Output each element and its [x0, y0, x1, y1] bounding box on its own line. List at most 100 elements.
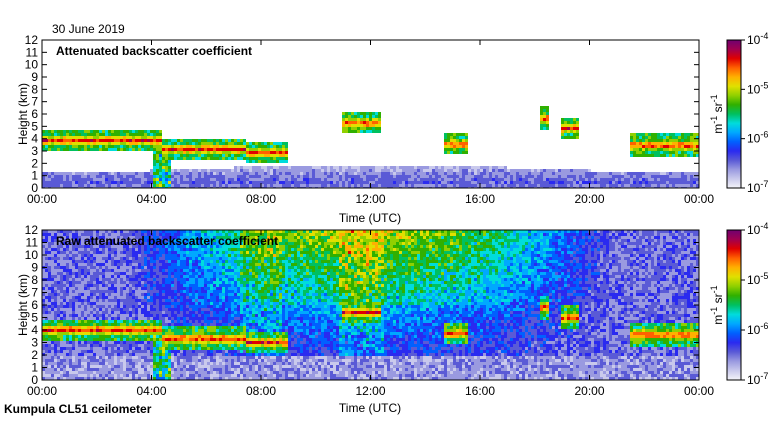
heatmap-cell	[132, 290, 135, 293]
heatmap-cell	[87, 335, 90, 338]
heatmap-cell	[90, 287, 93, 290]
heatmap-cell	[54, 184, 57, 187]
heatmap-cell	[177, 142, 180, 145]
heatmap-cell	[381, 166, 384, 169]
heatmap-cell	[198, 142, 201, 145]
heatmap-cell	[171, 293, 174, 296]
heatmap-cell	[156, 272, 159, 275]
heatmap-cell	[429, 175, 432, 178]
heatmap-cell	[126, 347, 129, 350]
heatmap-cell	[660, 133, 663, 136]
heatmap-cell	[135, 269, 138, 272]
heatmap-cell	[63, 374, 66, 377]
heatmap-cell	[687, 142, 690, 145]
heatmap-cell	[129, 139, 132, 142]
heatmap-cell	[171, 371, 174, 374]
heatmap-cell	[144, 296, 147, 299]
heatmap-cell	[75, 329, 78, 332]
heatmap-cell	[54, 344, 57, 347]
heatmap-cell	[99, 266, 102, 269]
heatmap-cell	[546, 121, 549, 124]
heatmap-cell	[267, 184, 270, 187]
heatmap-cell	[237, 178, 240, 181]
heatmap-cell	[69, 365, 72, 368]
heatmap-cell	[60, 299, 63, 302]
heatmap-cell	[450, 142, 453, 145]
heatmap-cell	[168, 263, 171, 266]
heatmap-cell	[201, 148, 204, 151]
heatmap-cell	[87, 248, 90, 251]
heatmap-cell	[123, 181, 126, 184]
heatmap-cell	[57, 356, 60, 359]
heatmap-cell	[135, 302, 138, 305]
heatmap-cell	[87, 314, 90, 317]
heatmap-cell	[585, 178, 588, 181]
heatmap-cell	[168, 148, 171, 151]
heatmap-cell	[156, 166, 159, 169]
heatmap-cell	[564, 127, 567, 130]
heatmap-cell	[156, 320, 159, 323]
heatmap-cell	[258, 166, 261, 169]
heatmap-cell	[51, 130, 54, 133]
heatmap-cell	[153, 323, 156, 326]
heatmap-cell	[48, 353, 51, 356]
heatmap-cell	[135, 281, 138, 284]
heatmap-cell	[96, 293, 99, 296]
heatmap-cell	[483, 175, 486, 178]
heatmap-cell	[66, 257, 69, 260]
heatmap-cell	[120, 290, 123, 293]
heatmap-cell	[204, 175, 207, 178]
heatmap-cell	[177, 275, 180, 278]
heatmap-cell	[330, 178, 333, 181]
heatmap-cell	[642, 145, 645, 148]
heatmap-cell	[375, 178, 378, 181]
heatmap-cell	[57, 335, 60, 338]
heatmap-cell	[150, 251, 153, 254]
heatmap-cell	[540, 172, 543, 175]
heatmap-cell	[132, 130, 135, 133]
heatmap-cell	[261, 160, 264, 163]
heatmap-cell	[93, 130, 96, 133]
heatmap-cell	[141, 359, 144, 362]
heatmap-cell	[135, 139, 138, 142]
heatmap-cell	[150, 272, 153, 275]
heatmap-cell	[81, 374, 84, 377]
heatmap-cell	[564, 175, 567, 178]
heatmap-cell	[243, 175, 246, 178]
heatmap-cell	[507, 178, 510, 181]
heatmap-cell	[663, 181, 666, 184]
heatmap-cell	[357, 115, 360, 118]
heatmap-cell	[90, 178, 93, 181]
heatmap-cell	[666, 175, 669, 178]
heatmap-cell	[120, 350, 123, 353]
heatmap-cell	[45, 172, 48, 175]
heatmap-cell	[234, 142, 237, 145]
heatmap-cell	[84, 362, 87, 365]
heatmap-cell	[108, 136, 111, 139]
heatmap-cell	[60, 184, 63, 187]
heatmap-cell	[90, 326, 93, 329]
heatmap-cell	[387, 181, 390, 184]
heatmap-cell	[72, 136, 75, 139]
heatmap-cell	[681, 133, 684, 136]
heatmap-cell	[84, 260, 87, 263]
heatmap-cell	[90, 148, 93, 151]
heatmap-cell	[198, 154, 201, 157]
heatmap-cell	[180, 296, 183, 299]
heatmap-cell	[135, 278, 138, 281]
heatmap-cell	[174, 359, 177, 362]
heatmap-cell	[687, 172, 690, 175]
heatmap-cell	[48, 133, 51, 136]
heatmap-cell	[351, 115, 354, 118]
heatmap-cell	[72, 284, 75, 287]
heatmap-cell	[180, 254, 183, 257]
heatmap-cell	[171, 157, 174, 160]
heatmap-cell	[174, 365, 177, 368]
heatmap-cell	[54, 317, 57, 320]
heatmap-cell	[84, 248, 87, 251]
heatmap-cell	[363, 169, 366, 172]
heatmap-cell	[231, 175, 234, 178]
heatmap-cell	[63, 365, 66, 368]
heatmap-cell	[681, 175, 684, 178]
heatmap-cell	[591, 178, 594, 181]
